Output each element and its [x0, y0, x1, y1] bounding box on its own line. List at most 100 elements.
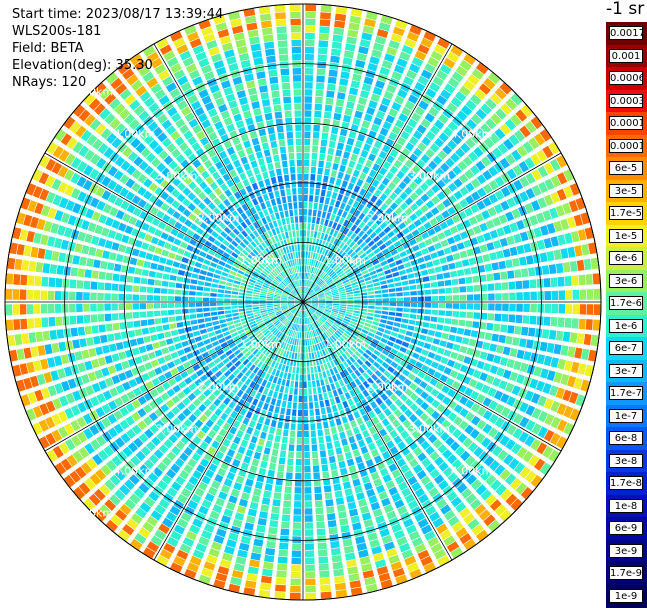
- heatmap-cell: [308, 346, 311, 353]
- heatmap-cell: [340, 202, 346, 209]
- heatmap-cell: [396, 287, 403, 291]
- heatmap-cell: [291, 558, 301, 565]
- heatmap-cell: [586, 274, 593, 285]
- heatmap-cell: [320, 12, 331, 19]
- heatmap-cell: [368, 303, 375, 306]
- heatmap-cell: [310, 231, 313, 238]
- heatmap-cell: [241, 384, 248, 392]
- heatmap-cell: [294, 89, 302, 96]
- heatmap-cell: [196, 308, 203, 312]
- heatmap-cell: [133, 286, 140, 293]
- heatmap-cell: [281, 443, 287, 450]
- heatmap-cell: [411, 338, 419, 344]
- heatmap-cell: [334, 411, 340, 418]
- heatmap-cell: [375, 310, 382, 314]
- heatmap-cell: [250, 131, 258, 139]
- heatmap-cell: [296, 452, 302, 459]
- heatmap-cell: [344, 174, 351, 182]
- heatmap-cell: [210, 262, 217, 268]
- heatmap-cell: [207, 272, 214, 277]
- heatmap-cell: [584, 259, 592, 270]
- heatmap-cell: [273, 155, 279, 162]
- heatmap-cell: [329, 70, 338, 78]
- heatmap-cell: [357, 53, 368, 61]
- heatmap-cell: [246, 515, 255, 523]
- heatmap-cell: [424, 316, 431, 321]
- heatmap-cell: [441, 265, 449, 272]
- heatmap-cell: [357, 543, 368, 551]
- heatmap-cell: [275, 435, 281, 442]
- heatmap-cell: [317, 69, 326, 76]
- heatmap-cell: [258, 518, 267, 526]
- heatmap-cell: [203, 259, 210, 265]
- heatmap-cell: [173, 358, 181, 365]
- heatmap-cell: [294, 353, 297, 360]
- heatmap-cell: [248, 566, 259, 574]
- heatmap-cell: [237, 506, 246, 514]
- heatmap-cell: [400, 324, 407, 329]
- heatmap-cell: [403, 308, 410, 312]
- heatmap-cell: [516, 350, 524, 359]
- heatmap-cell: [409, 320, 416, 325]
- heatmap-cell: [304, 273, 306, 280]
- heatmap-cell: [414, 327, 421, 333]
- heatmap-cell: [258, 438, 265, 446]
- heatmap-cell: [219, 280, 226, 284]
- heatmap-cell: [355, 536, 365, 544]
- heatmap-cell: [236, 476, 245, 484]
- heatmap-cell: [349, 573, 360, 581]
- heatmap-cell: [510, 348, 518, 357]
- heatmap-cell: [259, 302, 266, 304]
- heatmap-cell: [310, 409, 315, 416]
- heatmap-cell: [325, 499, 333, 506]
- heatmap-cell: [91, 236, 99, 245]
- heatmap-cell: [348, 160, 355, 168]
- heatmap-cell: [337, 504, 346, 512]
- heatmap-cell: [217, 248, 224, 254]
- heatmap-cell: [391, 236, 399, 243]
- heatmap-cell: [378, 327, 385, 332]
- heatmap-cell: [22, 333, 30, 344]
- heatmap-cell: [213, 274, 220, 279]
- heatmap-cell: [331, 49, 341, 57]
- heatmap-cell: [305, 572, 315, 579]
- heatmap-cell: [485, 264, 493, 272]
- heatmap-cell: [446, 342, 454, 349]
- heatmap-cell: [291, 40, 301, 47]
- heatmap-cell: [301, 265, 302, 271]
- heatmap-cell: [168, 296, 175, 301]
- heatmap-cell: [288, 451, 294, 458]
- heatmap-cell: [298, 332, 300, 339]
- heatmap-cell: [304, 202, 308, 209]
- heatmap-cell: [249, 420, 256, 428]
- heatmap-cell: [246, 449, 254, 457]
- heatmap-cell: [382, 303, 389, 306]
- heatmap-cell: [411, 303, 418, 307]
- heatmap-cell: [211, 288, 218, 292]
- heatmap-cell: [312, 146, 318, 153]
- heatmap-cell: [57, 329, 65, 339]
- heatmap-cell: [466, 312, 473, 319]
- heatmap-cell: [252, 305, 259, 307]
- heatmap-cell: [336, 178, 342, 186]
- heatmap-cell: [312, 444, 318, 451]
- heatmap-cell: [317, 387, 321, 394]
- heatmap-cell: [372, 321, 379, 326]
- heatmap-cell: [299, 216, 302, 223]
- heatmap-cell: [212, 321, 219, 326]
- heatmap-cell: [292, 54, 301, 61]
- heatmap-cell: [574, 245, 582, 256]
- heatmap-cell: [314, 402, 319, 409]
- heatmap-cell: [211, 312, 218, 316]
- heatmap-cell: [356, 104, 365, 112]
- heatmap-cell: [298, 346, 300, 353]
- heatmap-cell: [249, 381, 255, 388]
- heatmap-cell: [415, 347, 423, 354]
- heatmap-cell: [88, 348, 96, 357]
- heatmap-cell: [304, 389, 307, 396]
- heatmap-cell: [247, 313, 254, 316]
- heatmap-cell: [557, 359, 566, 370]
- heatmap-cell: [486, 242, 494, 251]
- heatmap-cell: [304, 410, 308, 417]
- heatmap-cell: [326, 91, 334, 98]
